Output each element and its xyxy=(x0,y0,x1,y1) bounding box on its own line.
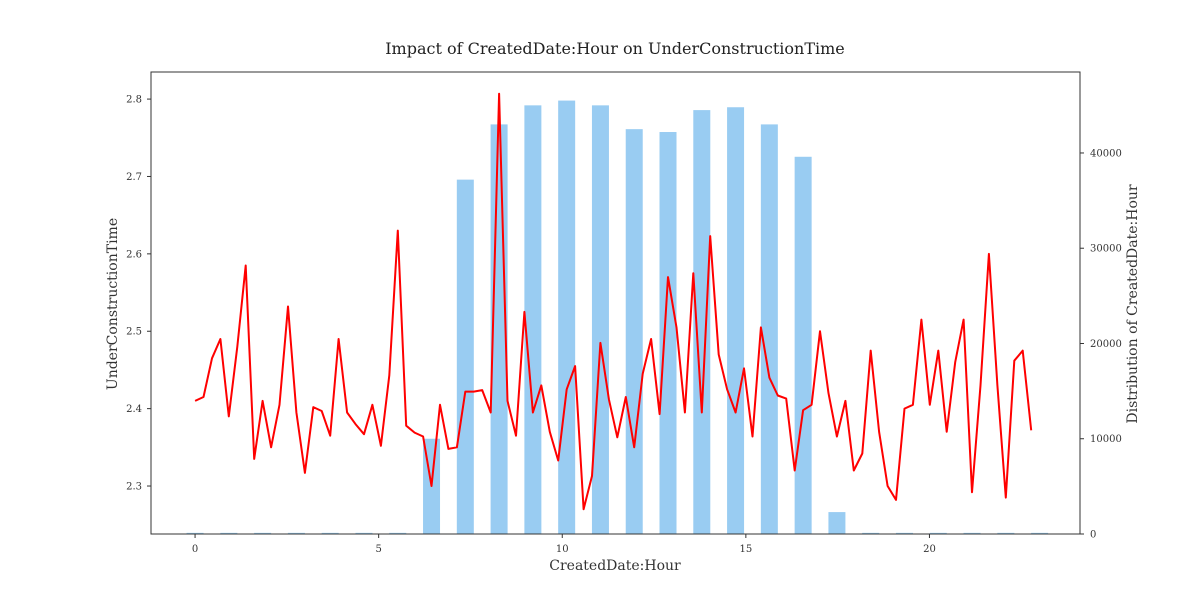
x-tick-label: 5 xyxy=(375,544,381,555)
line-layer xyxy=(194,92,1033,511)
x-tick-label: 15 xyxy=(739,544,752,555)
bar xyxy=(997,532,1015,534)
bar xyxy=(591,105,609,534)
y-axis-left: 2.3 2.4 2.5 2.6 2.7 2.8 xyxy=(126,95,151,493)
bar xyxy=(321,532,339,534)
bar xyxy=(355,532,373,534)
series-line xyxy=(194,92,1033,511)
bar xyxy=(929,532,947,534)
bars-layer xyxy=(186,100,1049,535)
plot-frame xyxy=(150,71,1081,535)
y-left-tick-label: 2.3 xyxy=(126,482,142,493)
bar xyxy=(287,532,305,534)
bar xyxy=(220,532,238,534)
bar xyxy=(456,179,474,534)
y-axis-left-label: UnderConstructionTime xyxy=(105,218,121,390)
bar xyxy=(254,532,272,534)
y-left-tick-label: 2.6 xyxy=(126,249,142,260)
bar xyxy=(963,532,981,534)
y-axis-right: 0 10000 20000 30000 40000 xyxy=(1080,148,1122,541)
bar xyxy=(1031,532,1049,534)
y-axis-right-label: Distribution of CreatedDate:Hour xyxy=(1125,184,1141,423)
bar xyxy=(828,512,846,534)
bar xyxy=(862,532,880,534)
bar xyxy=(727,107,745,534)
y-left-tick-label: 2.7 xyxy=(126,172,142,183)
bar xyxy=(186,532,204,534)
y-left-tick-label: 2.4 xyxy=(126,404,142,415)
x-tick-label: 10 xyxy=(556,544,569,555)
bar xyxy=(659,132,677,534)
bar xyxy=(794,156,812,534)
x-axis: 0 5 10 15 20 xyxy=(192,534,936,555)
bar xyxy=(389,532,407,534)
y-left-tick-label: 2.8 xyxy=(126,95,142,106)
y-left-tick-label: 2.5 xyxy=(126,327,142,338)
x-tick-label: 0 xyxy=(192,544,198,555)
y-right-tick-label: 20000 xyxy=(1090,339,1122,350)
bar xyxy=(895,532,913,534)
bar xyxy=(625,129,643,534)
y-right-tick-label: 10000 xyxy=(1090,434,1122,445)
bar xyxy=(693,110,711,535)
y-right-tick-label: 30000 xyxy=(1090,244,1122,255)
chart-title: Impact of CreatedDate:Hour on UnderConst… xyxy=(385,39,845,58)
x-tick-label: 20 xyxy=(923,544,936,555)
bar xyxy=(524,105,542,534)
y-right-tick-label: 40000 xyxy=(1090,148,1122,159)
bar xyxy=(760,124,778,534)
bar xyxy=(558,100,576,534)
x-axis-label: CreatedDate:Hour xyxy=(549,558,681,574)
y-right-tick-label: 0 xyxy=(1090,530,1096,541)
